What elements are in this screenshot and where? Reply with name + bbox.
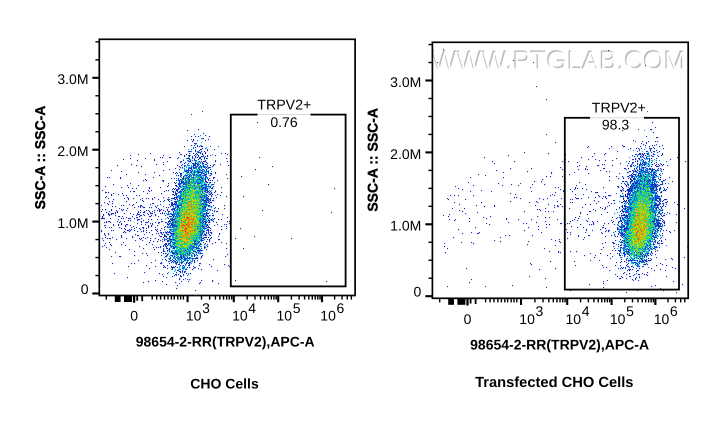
svg-text:6: 6 [670, 303, 678, 319]
svg-text:2.0M: 2.0M [57, 143, 88, 159]
svg-text:4: 4 [248, 300, 256, 316]
svg-text:10: 10 [277, 308, 293, 324]
svg-text:6: 6 [337, 300, 345, 316]
svg-text:0: 0 [130, 308, 138, 324]
svg-text:0: 0 [414, 284, 422, 300]
svg-text:5: 5 [626, 303, 634, 319]
svg-text:3.0M: 3.0M [57, 71, 88, 87]
svg-text:10: 10 [519, 311, 535, 327]
svg-text:TRPV2+: TRPV2+ [257, 98, 311, 114]
svg-text:10: 10 [320, 308, 336, 324]
svg-text:Transfected CHO Cells: Transfected CHO Cells [475, 375, 633, 391]
svg-text:2.0M: 2.0M [390, 146, 421, 162]
svg-text:10: 10 [566, 311, 582, 327]
svg-text:3: 3 [202, 300, 210, 316]
svg-text:SSC-A :: SSC-A: SSC-A :: SSC-A [364, 108, 380, 212]
svg-text:3.0M: 3.0M [390, 74, 421, 90]
svg-text:4: 4 [582, 303, 590, 319]
svg-text:10: 10 [610, 311, 626, 327]
svg-text:98654-2-RR(TRPV2),APC-A: 98654-2-RR(TRPV2),APC-A [470, 336, 649, 352]
svg-text:0: 0 [464, 311, 472, 327]
svg-text:TRPV2+: TRPV2+ [592, 101, 646, 117]
svg-text:98.3: 98.3 [602, 117, 629, 133]
svg-text:0.76: 0.76 [270, 114, 297, 130]
svg-text:1.0M: 1.0M [57, 215, 88, 231]
svg-text:10: 10 [654, 311, 670, 327]
svg-text:3: 3 [536, 303, 544, 319]
svg-text:0: 0 [81, 281, 89, 297]
svg-text:CHO Cells: CHO Cells [190, 375, 259, 391]
svg-text:98654-2-RR(TRPV2),APC-A: 98654-2-RR(TRPV2),APC-A [136, 334, 315, 350]
svg-text:WWW.PTGLAB.COM: WWW.PTGLAB.COM [433, 46, 687, 76]
svg-text:WWW.PTGLAB.COM: WWW.PTGLAB.COM [432, 45, 686, 75]
svg-text:10: 10 [232, 308, 248, 324]
svg-text:10: 10 [186, 308, 202, 324]
svg-text:1.0M: 1.0M [390, 218, 421, 234]
svg-text:5: 5 [293, 300, 301, 316]
svg-text:SSC-A :: SSC-A: SSC-A :: SSC-A [32, 106, 48, 210]
